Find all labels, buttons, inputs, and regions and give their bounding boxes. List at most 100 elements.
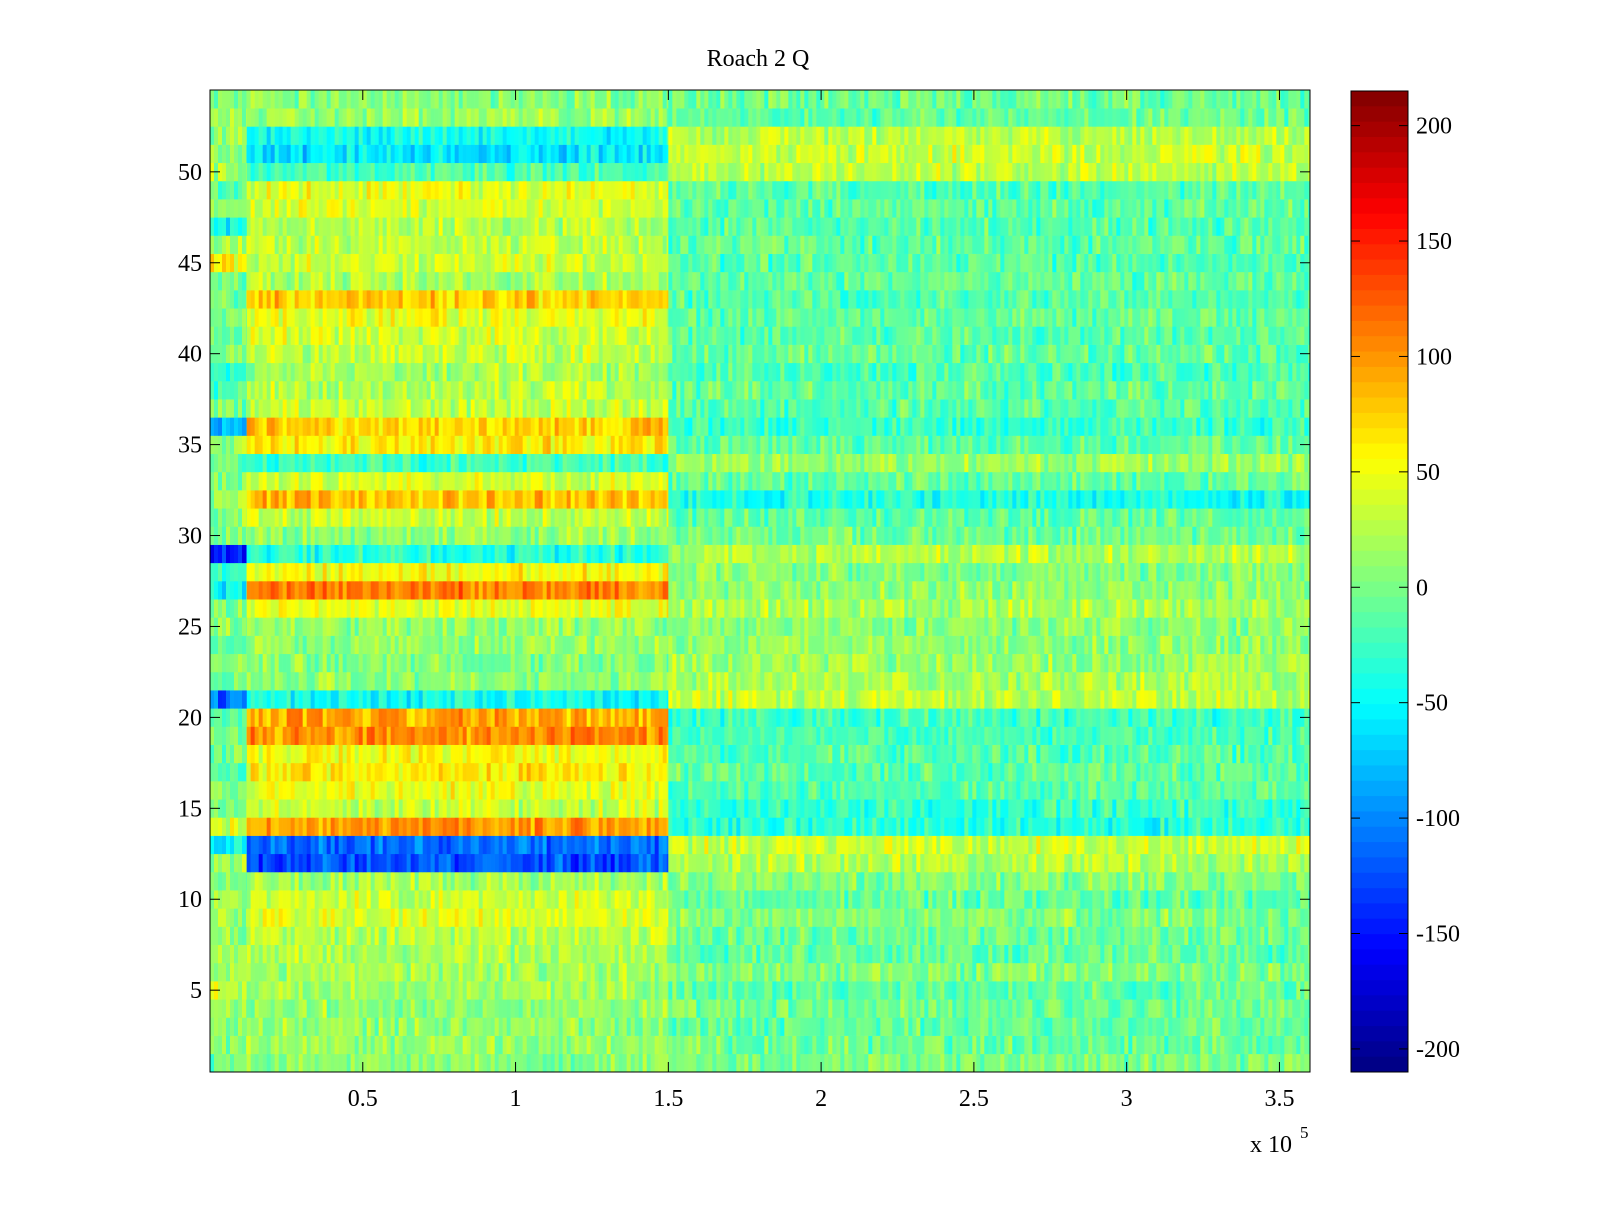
colorbar-band — [1351, 490, 1408, 506]
heatmap-row-3 — [210, 1017, 1310, 1035]
colorbar-band — [1351, 949, 1408, 965]
heatmap-row-4 — [210, 999, 1310, 1017]
heatmap-row-19 — [210, 726, 1310, 744]
heatmap-row-14 — [210, 817, 1310, 835]
heatmap-row-41 — [210, 326, 1310, 344]
heatmap-row-36 — [210, 417, 1310, 435]
heatmap-row-38 — [210, 381, 1310, 399]
x-tick-label: 3.5 — [1264, 1086, 1294, 1112]
colorbar-band — [1351, 474, 1408, 490]
colorbar-band — [1351, 965, 1408, 981]
colorbar-band — [1351, 689, 1408, 705]
heatmap-row-43 — [210, 290, 1310, 308]
colorbar-band — [1351, 168, 1408, 184]
heatmap-row-37 — [210, 399, 1310, 417]
heatmap-row-25 — [210, 617, 1310, 635]
colorbar-band — [1351, 857, 1408, 873]
colorbar-band — [1351, 673, 1408, 689]
colorbar-tick-label: 50 — [1416, 460, 1440, 486]
y-tick-label: 45 — [178, 251, 202, 277]
colorbar-band — [1351, 735, 1408, 751]
y-tick-label: 15 — [178, 796, 202, 822]
colorbar-band — [1351, 505, 1408, 521]
heatmap-row-30 — [210, 526, 1310, 544]
colorbar-band — [1351, 244, 1408, 260]
heatmap-row-9 — [210, 908, 1310, 926]
colorbar-band — [1351, 765, 1408, 781]
heatmap-row-49 — [210, 181, 1310, 199]
y-tick-label: 25 — [178, 614, 202, 640]
colorbar-band — [1351, 122, 1408, 138]
colorbar-band — [1351, 152, 1408, 168]
x-tick-label: 0.5 — [348, 1086, 378, 1112]
colorbar-band — [1351, 428, 1408, 444]
heatmap-row-33 — [210, 472, 1310, 490]
colorbar-tick-label: -150 — [1416, 922, 1460, 948]
heatmap-row-27 — [210, 581, 1310, 599]
heatmap-row-2 — [210, 1036, 1310, 1054]
colorbar-band — [1351, 888, 1408, 904]
colorbar-band — [1351, 995, 1408, 1011]
colorbar-band — [1351, 398, 1408, 414]
colorbar-band — [1351, 520, 1408, 536]
x-tick-label: 2.5 — [959, 1086, 989, 1112]
colorbar-band — [1351, 873, 1408, 889]
colorbar-band — [1351, 214, 1408, 230]
heatmap-row-31 — [210, 508, 1310, 526]
heatmap-row-54 — [210, 90, 1310, 108]
x-tick-label: 3 — [1121, 1086, 1133, 1112]
heatmap-row-42 — [210, 308, 1310, 326]
colorbar-band — [1351, 842, 1408, 858]
heatmap-row-21 — [210, 690, 1310, 708]
heatmap-row-18 — [210, 745, 1310, 763]
heatmap-plot[interactable] — [210, 90, 1310, 1072]
colorbar-tick-label: 200 — [1416, 114, 1452, 140]
heatmap-row-1 — [210, 1054, 1310, 1072]
heatmap-row-44 — [210, 272, 1310, 290]
colorbar-band — [1351, 811, 1408, 827]
x-axis-exponent: x 10 5 — [1250, 1123, 1309, 1158]
heatmap-row-39 — [210, 363, 1310, 381]
y-tick-label: 40 — [178, 342, 202, 368]
heatmap-row-40 — [210, 345, 1310, 363]
colorbar-band — [1351, 536, 1408, 552]
colorbar-band — [1351, 367, 1408, 383]
y-tick-label: 10 — [178, 887, 202, 913]
heatmap-row-17 — [210, 763, 1310, 781]
heatmap-row-34 — [210, 454, 1310, 472]
colorbar-band — [1351, 796, 1408, 812]
colorbar-band — [1351, 183, 1408, 199]
chart-title: Roach 2 Q — [707, 46, 810, 72]
colorbar-band — [1351, 919, 1408, 935]
colorbar-band — [1351, 1057, 1408, 1073]
colorbar-band — [1351, 551, 1408, 567]
heatmap-row-53 — [210, 108, 1310, 126]
heatmap-row-32 — [210, 490, 1310, 508]
colorbar-band — [1351, 290, 1408, 306]
colorbar-band — [1351, 658, 1408, 674]
colorbar-band — [1351, 413, 1408, 429]
colorbar-band — [1351, 137, 1408, 153]
x-tick-label: 1 — [510, 1086, 522, 1112]
heatmap-row-5 — [210, 981, 1310, 999]
colorbar-band — [1351, 352, 1408, 368]
heatmap-row-35 — [210, 436, 1310, 454]
heatmap-row-29 — [210, 545, 1310, 563]
heatmap-row-26 — [210, 599, 1310, 617]
heatmap-row-23 — [210, 654, 1310, 672]
colorbar-band — [1351, 627, 1408, 643]
heatmap-row-11 — [210, 872, 1310, 890]
colorbar-band — [1351, 260, 1408, 276]
colorbar-band — [1351, 781, 1408, 797]
heatmap-row-13 — [210, 836, 1310, 854]
colorbar-band — [1351, 1026, 1408, 1042]
colorbar-band — [1351, 198, 1408, 214]
colorbar-band — [1351, 106, 1408, 122]
colorbar-tick-label: 0 — [1416, 575, 1428, 601]
y-tick-label: 50 — [178, 160, 202, 186]
heatmap-row-46 — [210, 235, 1310, 253]
colorbar-tick-label: -50 — [1416, 691, 1448, 717]
heatmap-row-47 — [210, 217, 1310, 235]
